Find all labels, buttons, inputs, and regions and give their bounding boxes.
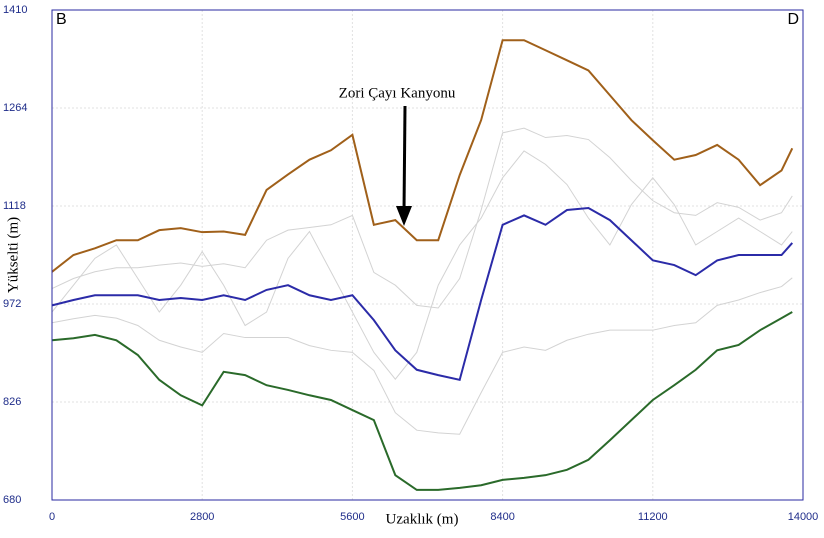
x-tick-label: 5600 (340, 511, 364, 523)
y-axis-label: Yükselti (m) (5, 217, 21, 293)
x-tick-label: 8400 (490, 511, 514, 523)
profile-line (51, 206, 794, 382)
profile-line (51, 127, 793, 309)
profile-line (51, 311, 793, 491)
x-tick-label: 11200 (638, 511, 668, 523)
lines (51, 39, 794, 491)
y-tick-label: 1410 (3, 4, 27, 16)
x-axis-label: Uzaklık (m) (386, 511, 459, 527)
corner-label: B (56, 11, 67, 28)
y-tick-label: 826 (3, 396, 21, 408)
profile-line (51, 277, 793, 435)
plot-frame (51, 9, 804, 501)
y-tick-label: 972 (3, 298, 21, 310)
y-tick-label: 680 (3, 494, 21, 506)
y-tick-label: 1118 (3, 200, 26, 212)
annotation: Zori Çayı Kanyonu (339, 85, 456, 101)
corner-label: D (787, 11, 799, 28)
profile-line (51, 39, 794, 273)
x-tick-label: 0 (49, 511, 55, 523)
profile-line (51, 150, 793, 380)
x-tick-label: 14000 (788, 511, 819, 523)
annotation-arrow (402, 105, 407, 213)
arrow-head (396, 206, 412, 226)
y-tick-label: 1264 (3, 102, 27, 114)
x-tick-label: 2800 (190, 511, 214, 523)
